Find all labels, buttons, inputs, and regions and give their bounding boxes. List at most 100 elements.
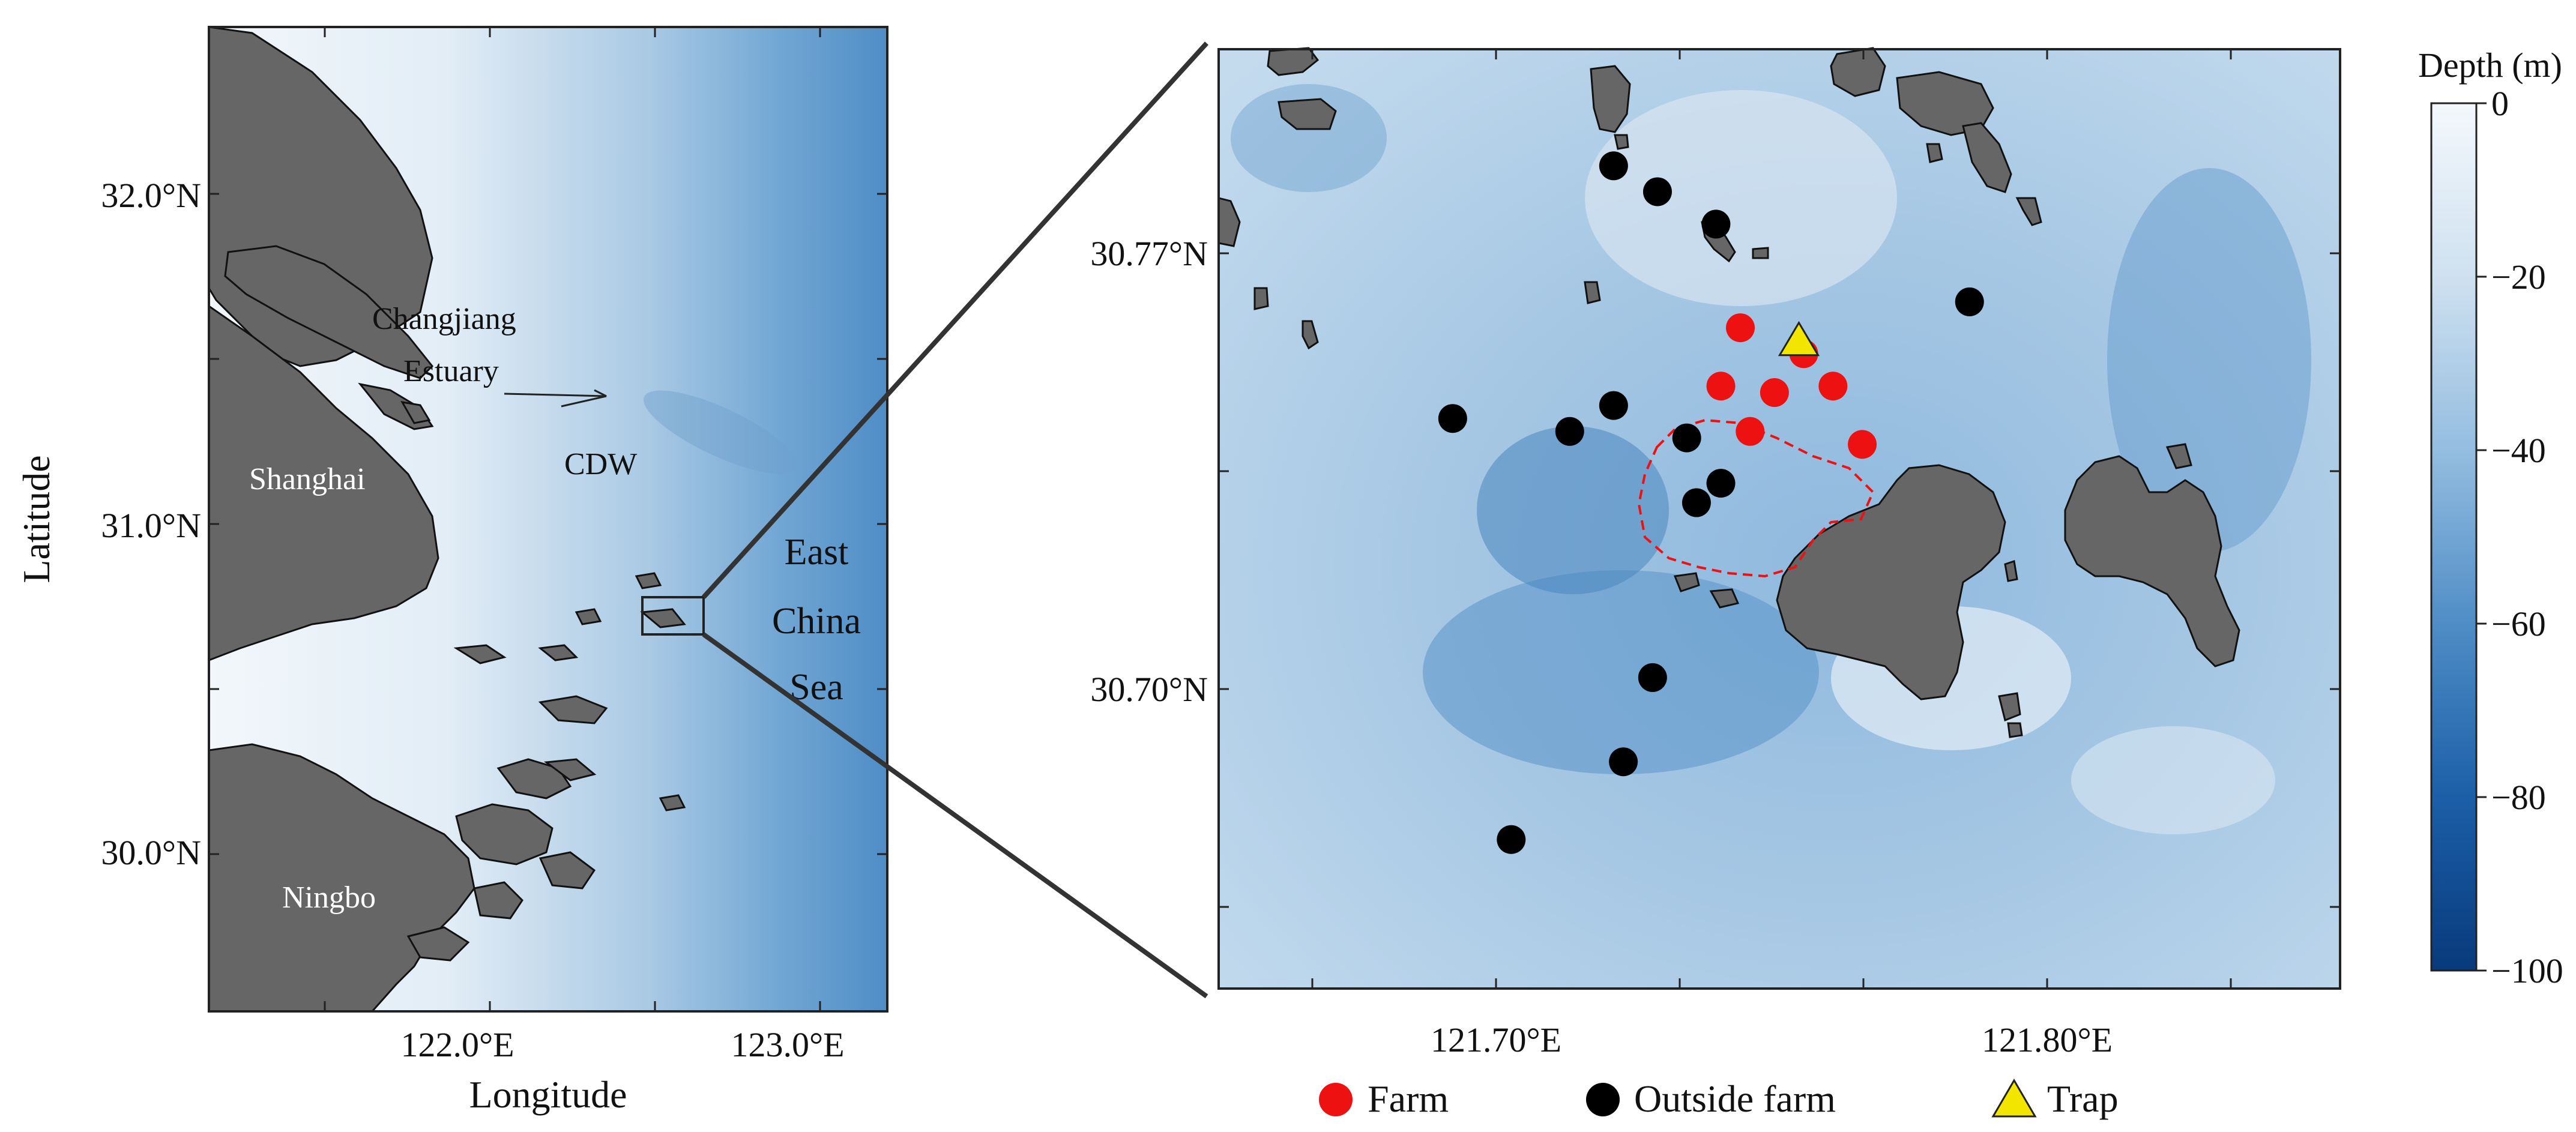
- zhoushan-island-10: [635, 572, 662, 589]
- island-near-farm-2: [1709, 588, 1740, 609]
- zhoushan-island-9: [575, 608, 602, 625]
- left-x-tick-1: 122.0°E: [400, 1025, 514, 1064]
- right-deep-patch-2: [1477, 426, 1669, 594]
- island-south-small-1: [1998, 692, 2021, 722]
- colorbar-tick-4: −80: [2491, 778, 2546, 817]
- farm-point-6: [1736, 417, 1765, 446]
- shanghai-land: [208, 304, 439, 662]
- right-x-tick-1: 121.70°E: [1431, 1020, 1561, 1059]
- island-north-center-2: [1614, 134, 1629, 150]
- zhoushan-island-1: [455, 803, 554, 866]
- left-map-deep-band: [643, 390, 798, 474]
- legend-farm-marker: [1319, 1083, 1353, 1116]
- island-main-center: [1776, 464, 2006, 700]
- outside-farm-point-13: [1497, 825, 1526, 854]
- colorbar-tick-0: 0: [2491, 84, 2509, 123]
- right-shallow-patch-3: [2071, 726, 2275, 834]
- island-northeast-1: [1830, 47, 1886, 97]
- farm-point-4: [1760, 378, 1789, 408]
- right-y-tick-1: 30.77°N: [1090, 234, 1208, 273]
- island-near-farm-1: [1673, 572, 1700, 592]
- colorbar-ticks: [2476, 102, 2487, 972]
- outside-farm-point-7: [1599, 391, 1628, 420]
- farm-point-7: [1848, 430, 1877, 459]
- right-y-tick-2: 30.70°N: [1090, 670, 1208, 709]
- colorbar-tick-3: −60: [2491, 604, 2546, 643]
- island-northeast-4: [2015, 197, 2042, 226]
- estuary-shoal-2: [400, 401, 431, 424]
- left-map: 122.0°E 123.0°E 32.0°N 31.0°N 30.0°N Lon…: [15, 26, 888, 1116]
- zhoushan-island-8: [538, 644, 579, 661]
- island-mid-small-2: [1752, 247, 1769, 259]
- colorbar-title: Depth (m): [2418, 46, 2562, 85]
- zhoushan-island-5: [538, 695, 608, 724]
- cdw-arrow: [504, 389, 607, 408]
- left-x-tick-2: 123.0°E: [731, 1025, 844, 1064]
- zhoushan-island-3: [538, 851, 596, 890]
- farm-point-3: [1706, 372, 1736, 401]
- zoom-line-bottom: [702, 632, 1208, 999]
- legend: Farm Outside farm Trap: [1319, 1077, 2119, 1120]
- farm-point-1: [1726, 313, 1755, 343]
- island-south-small-2: [2007, 722, 2023, 738]
- colorbar-gradient: [2430, 102, 2478, 972]
- outside-farm-point-5: [1438, 404, 1467, 433]
- legend-trap-label: Trap: [2047, 1077, 2119, 1120]
- colorbar-tick-5: −100: [2491, 951, 2563, 990]
- island-small-c: [1584, 281, 1601, 304]
- outside-farm-point-2: [1642, 177, 1672, 206]
- island-right-edge: [2004, 560, 2018, 582]
- label-china: China: [772, 601, 861, 642]
- chongming-island: [224, 245, 434, 379]
- left-map-frame: [208, 26, 888, 1013]
- outside-farm-point-1: [1599, 151, 1628, 181]
- right-deep-patch-1: [1423, 570, 1819, 774]
- outside-farm-point-8: [1672, 423, 1701, 453]
- colorbar-tick-2: −40: [2491, 431, 2546, 470]
- zhoushan-island-2: [496, 758, 572, 799]
- zhoushan-island-11: [659, 794, 686, 811]
- zhoushan-island-4: [473, 881, 523, 920]
- outside-farm-point-4: [1955, 287, 1984, 316]
- island-northeast-5: [1926, 143, 1943, 163]
- outside-farm-point-10: [1682, 488, 1711, 517]
- legend-outside-marker: [1586, 1083, 1620, 1116]
- zhoushan-island-13: [640, 608, 686, 628]
- left-y-tick-3: 30.0°N: [101, 833, 201, 872]
- colorbar-tick-1: −20: [2491, 257, 2546, 297]
- legend-farm-label: Farm: [1368, 1077, 1449, 1120]
- study-area-box: [641, 596, 705, 636]
- left-y-tick-1: 32.0°N: [101, 176, 201, 215]
- right-shallow-patch-1: [1585, 90, 1897, 306]
- right-deep-patch-3: [2107, 168, 2311, 552]
- zhoushan-island-7: [453, 644, 507, 664]
- label-cdw: CDW: [564, 447, 637, 481]
- trap-marker: [1778, 321, 1820, 357]
- left-x-axis-label: Longitude: [469, 1073, 627, 1116]
- left-y-axis-label: Latitude: [15, 455, 58, 583]
- right-map-ticks: [1219, 49, 2340, 989]
- outside-farm-point-6: [1555, 417, 1584, 446]
- label-shanghai: Shanghai: [249, 462, 366, 496]
- right-map: 121.70°E 121.80°E 30.77°N 30.70°N: [1090, 47, 2341, 1059]
- island-north-center: [1590, 65, 1631, 133]
- island-small-b: [1302, 320, 1319, 350]
- points-layer: [1438, 151, 1984, 854]
- label-changjiang: Changjiang: [372, 302, 516, 336]
- island-small-a: [1253, 287, 1269, 310]
- left-y-tick-2: 31.0°N: [101, 506, 201, 545]
- outside-farm-point-3: [1701, 209, 1731, 239]
- island-east-small: [2165, 443, 2192, 469]
- right-x-tick-2: 121.80°E: [1982, 1020, 2113, 1059]
- farm-point-5: [1818, 372, 1848, 401]
- island-top-left-2: [1277, 98, 1337, 130]
- outside-farm-point-11: [1638, 663, 1667, 692]
- zoom-line-top: [702, 41, 1208, 599]
- island-main-east: [2064, 455, 2240, 667]
- legend-outside-label: Outside farm: [1634, 1077, 1836, 1120]
- outside-farm-point-9: [1706, 469, 1736, 498]
- ningbo-land: [208, 743, 475, 1013]
- label-estuary: Estuary: [403, 354, 499, 388]
- left-map-ticks: [209, 27, 887, 1011]
